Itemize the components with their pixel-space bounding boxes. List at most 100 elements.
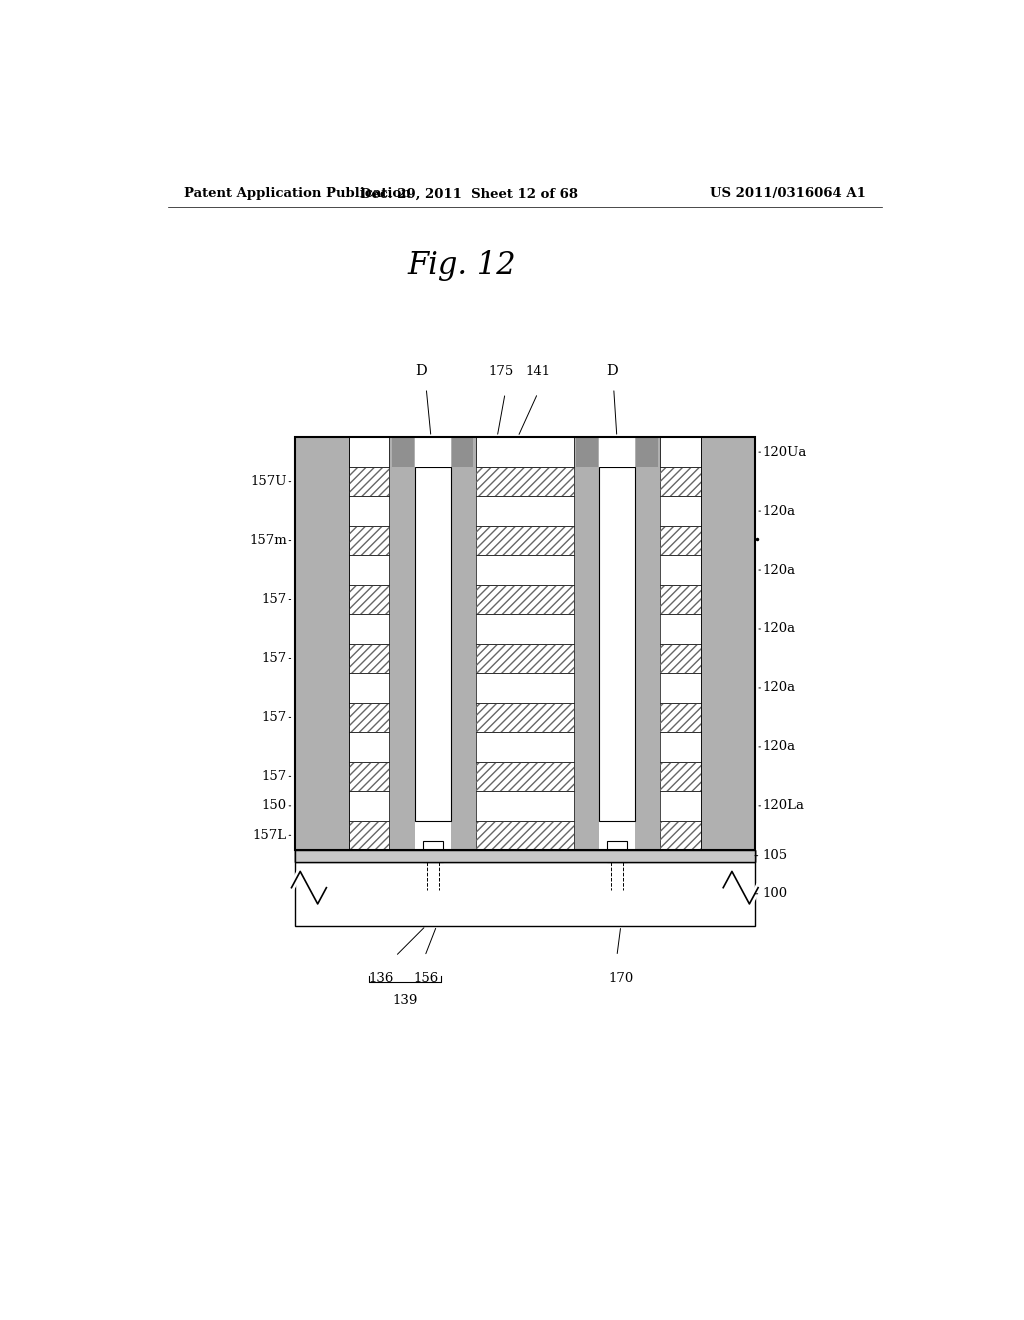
Bar	[476, 585, 573, 614]
Bar	[348, 614, 389, 644]
Bar	[701, 437, 755, 850]
Bar	[660, 614, 701, 644]
Text: 120a: 120a	[763, 741, 796, 754]
Bar	[476, 527, 573, 554]
Bar	[476, 644, 573, 673]
Bar	[348, 644, 389, 673]
Text: 105: 105	[763, 849, 788, 862]
Bar	[573, 437, 599, 850]
Bar	[660, 585, 701, 614]
Bar	[607, 841, 627, 862]
Bar	[636, 437, 657, 467]
Text: 156: 156	[414, 972, 439, 985]
Bar	[476, 821, 573, 850]
Text: US 2011/0316064 A1: US 2011/0316064 A1	[711, 187, 866, 201]
Text: 136: 136	[369, 972, 394, 985]
Text: 157: 157	[261, 593, 287, 606]
Bar	[660, 704, 701, 731]
Bar	[476, 791, 573, 821]
Text: 120a: 120a	[763, 564, 796, 577]
Bar	[452, 437, 473, 467]
Bar	[423, 841, 442, 862]
Bar	[295, 850, 755, 862]
Bar	[660, 704, 701, 731]
Text: 157: 157	[261, 652, 287, 665]
Bar	[476, 467, 573, 496]
Text: 157: 157	[261, 711, 287, 723]
Bar	[476, 731, 573, 762]
Bar	[348, 437, 389, 467]
Bar	[660, 527, 701, 554]
Bar	[348, 496, 389, 527]
Bar	[348, 731, 389, 762]
Bar	[348, 467, 389, 496]
Text: 150: 150	[261, 800, 287, 812]
Text: 139: 139	[392, 994, 418, 1007]
Bar	[660, 644, 701, 673]
Bar	[701, 437, 755, 850]
Bar	[660, 437, 701, 467]
Bar	[476, 704, 573, 731]
Bar	[476, 437, 573, 467]
Text: 141: 141	[525, 364, 550, 378]
Text: 120a: 120a	[763, 681, 796, 694]
Bar	[348, 437, 389, 467]
Bar	[415, 467, 451, 821]
Bar	[295, 437, 348, 850]
Text: 100: 100	[763, 887, 788, 900]
Bar	[348, 554, 389, 585]
Bar	[392, 437, 414, 467]
Bar	[389, 437, 415, 850]
Bar	[476, 644, 573, 673]
Text: Dec. 29, 2011  Sheet 12 of 68: Dec. 29, 2011 Sheet 12 of 68	[360, 187, 579, 201]
Bar	[476, 496, 573, 527]
Text: D: D	[606, 364, 617, 378]
Bar	[599, 467, 635, 821]
Bar	[476, 762, 573, 791]
Bar	[660, 762, 701, 791]
Bar	[348, 673, 389, 704]
Bar	[660, 762, 701, 791]
Text: 175: 175	[488, 364, 514, 378]
Bar	[348, 585, 389, 614]
Bar	[348, 527, 389, 554]
Bar	[348, 585, 389, 614]
Bar	[476, 673, 573, 704]
Text: 170: 170	[608, 972, 634, 985]
Text: 120a: 120a	[763, 623, 796, 635]
Bar	[660, 467, 701, 496]
Text: Patent Application Publication: Patent Application Publication	[183, 187, 411, 201]
Bar	[660, 644, 701, 673]
Bar	[348, 527, 389, 554]
Bar	[476, 554, 573, 585]
Bar	[348, 821, 389, 850]
Text: 120a: 120a	[763, 504, 796, 517]
Bar	[476, 527, 573, 554]
Bar	[660, 821, 701, 850]
Text: 157L: 157L	[253, 829, 287, 842]
Bar	[295, 850, 755, 925]
Text: 157: 157	[261, 770, 287, 783]
Text: 157U: 157U	[250, 475, 287, 488]
Bar	[348, 762, 389, 791]
Bar	[348, 704, 389, 731]
Bar	[660, 821, 701, 850]
Bar	[295, 437, 755, 850]
Bar	[577, 437, 598, 467]
Text: D: D	[416, 364, 427, 378]
Bar	[476, 437, 573, 467]
Bar	[295, 850, 755, 862]
Text: Fig. 12: Fig. 12	[407, 249, 516, 281]
Bar	[476, 704, 573, 731]
Bar	[295, 437, 348, 850]
Bar	[635, 437, 660, 850]
Bar	[348, 821, 389, 850]
Bar	[660, 731, 701, 762]
Bar	[476, 821, 573, 850]
Bar	[451, 437, 476, 850]
Text: 157m: 157m	[249, 535, 287, 546]
Bar	[348, 762, 389, 791]
Bar	[348, 791, 389, 821]
Bar	[476, 762, 573, 791]
Bar	[476, 585, 573, 614]
